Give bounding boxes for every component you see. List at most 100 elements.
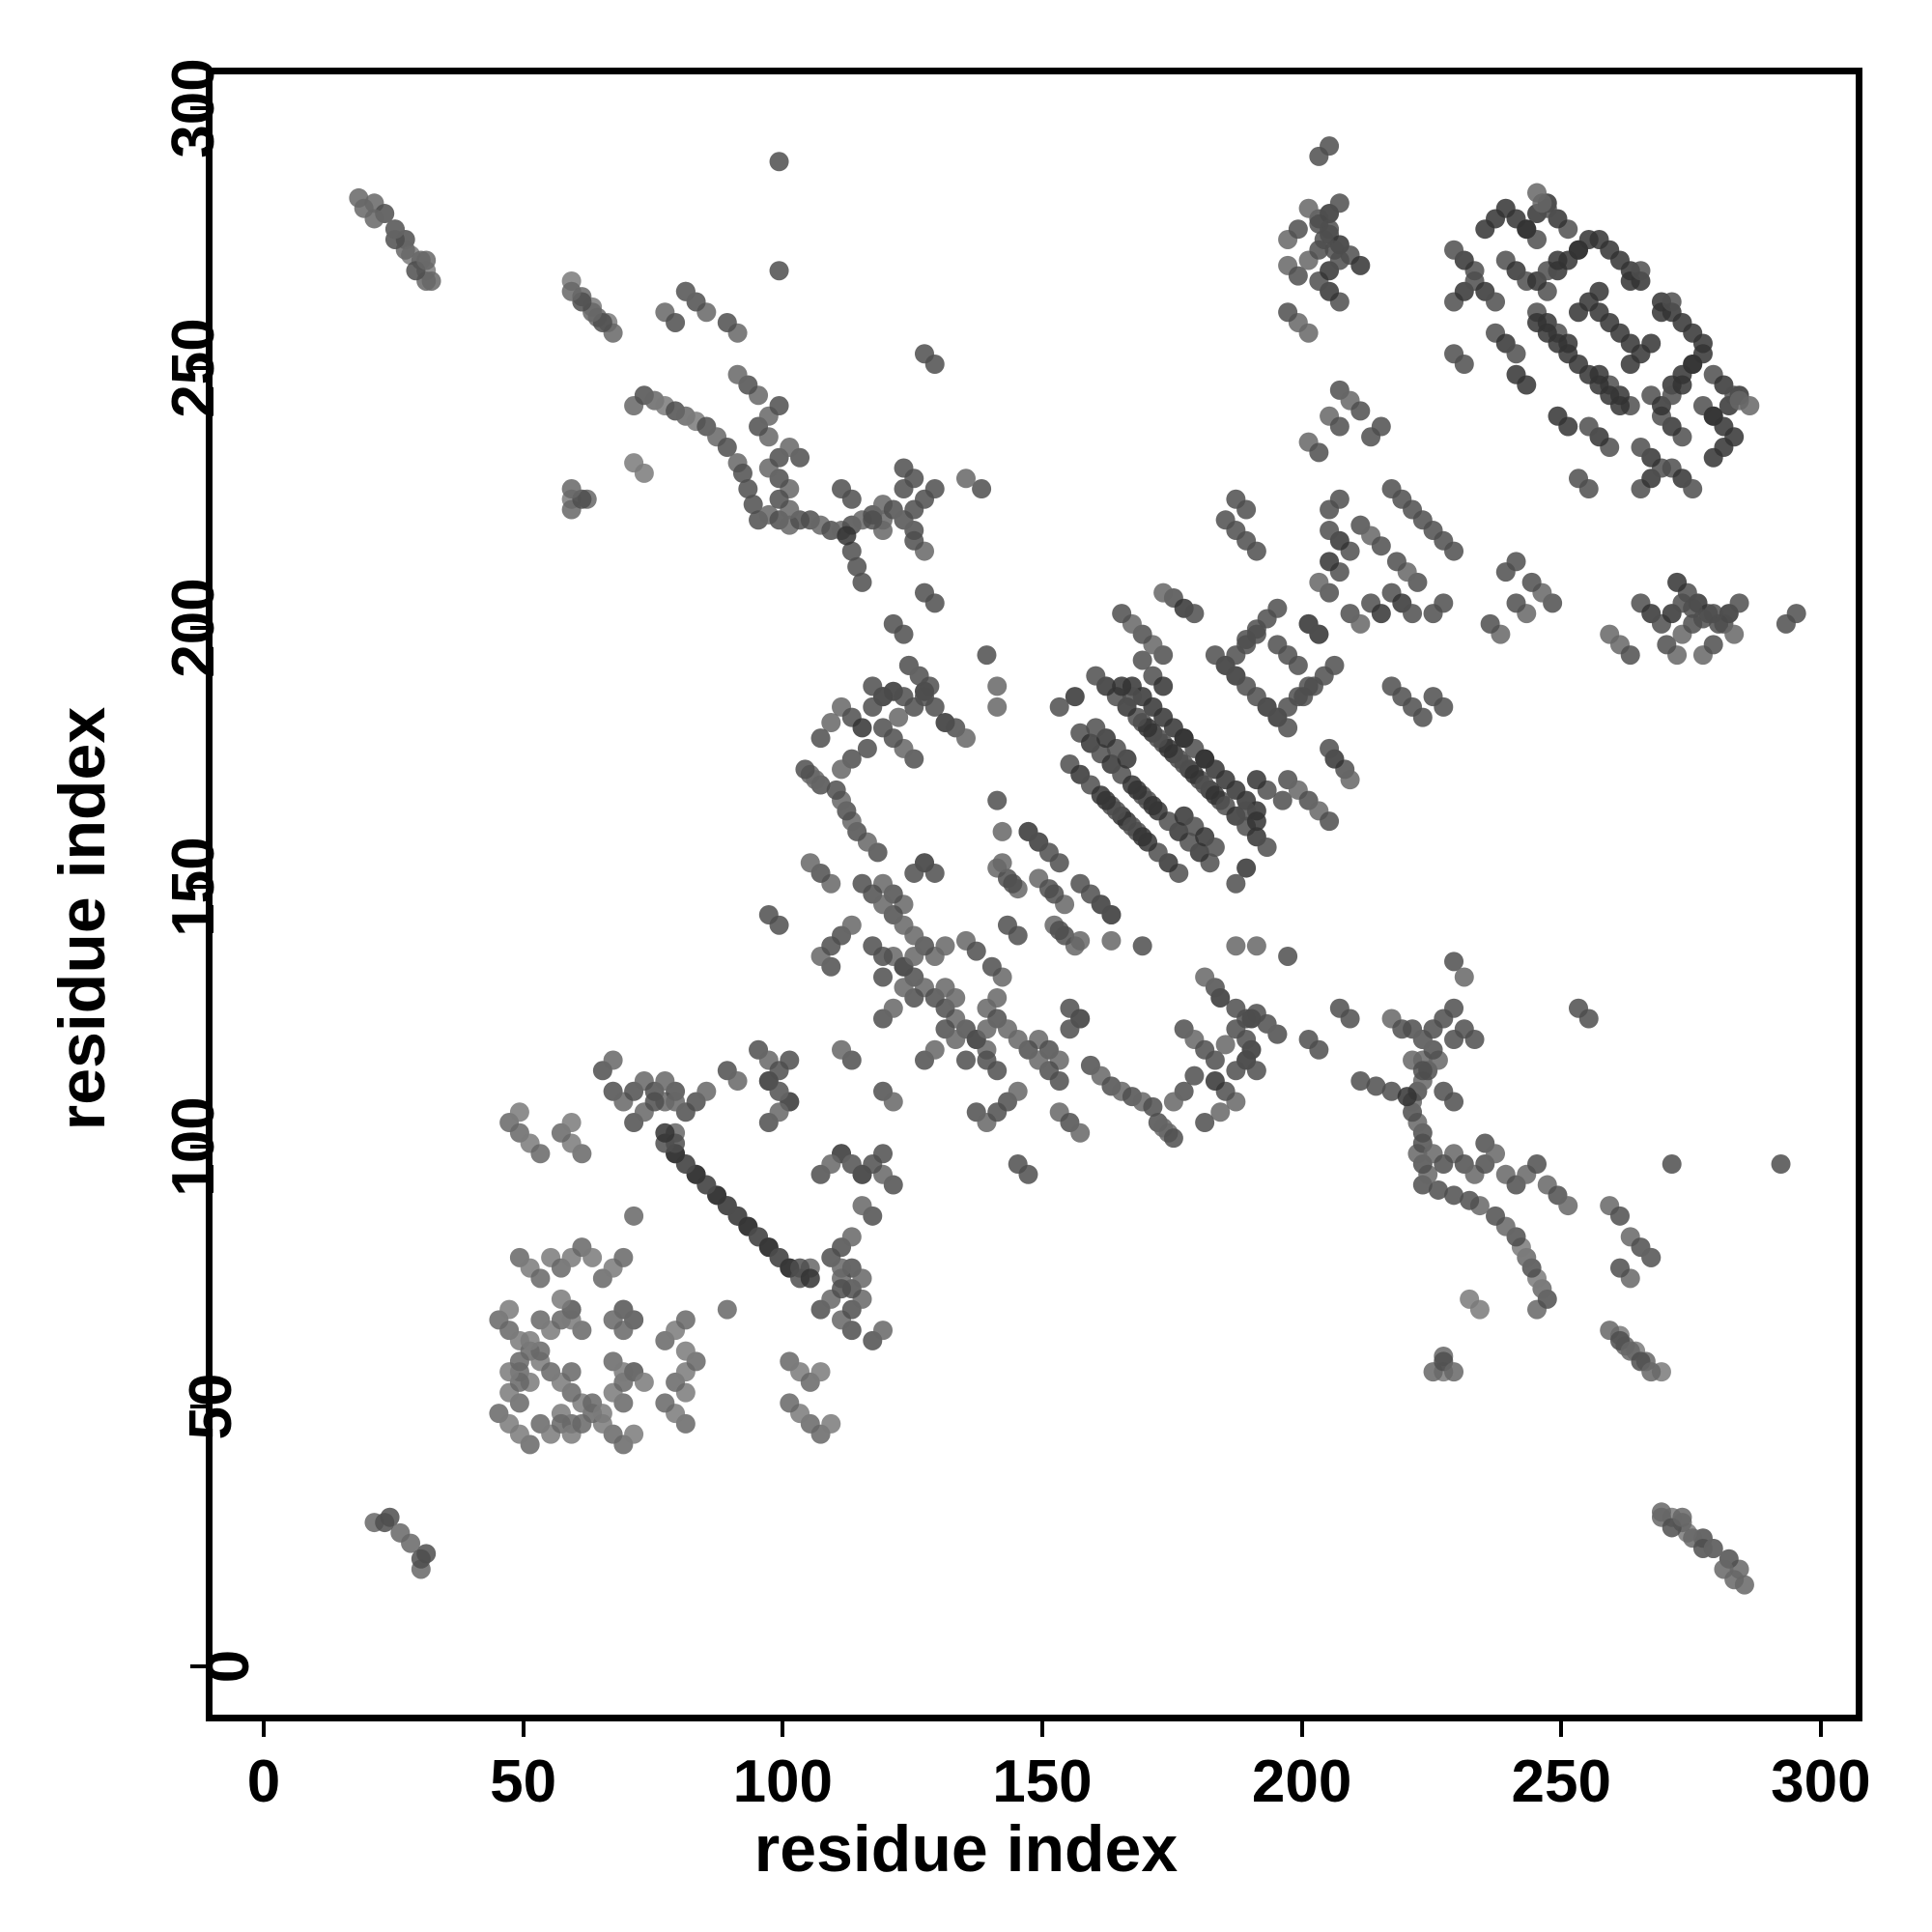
scatter-point — [1320, 521, 1340, 541]
scatter-point — [800, 1268, 820, 1289]
scatter-point — [841, 541, 862, 561]
scatter-svg — [349, 136, 1806, 1595]
scatter-point — [1460, 1289, 1480, 1309]
x-tick-label: 0 — [246, 1748, 281, 1815]
scatter-point — [955, 728, 976, 749]
scatter-point — [1195, 967, 1215, 987]
scatter-point — [987, 790, 1008, 810]
scatter-point — [1195, 1113, 1215, 1133]
scatter-point — [1246, 811, 1266, 832]
scatter-point — [1195, 749, 1215, 769]
scatter-point — [1246, 1061, 1266, 1081]
scatter-point — [732, 463, 753, 483]
scatter-point — [1521, 572, 1542, 592]
scatter-point — [675, 281, 696, 301]
scatter-point — [675, 1341, 696, 1361]
scatter-point — [1278, 302, 1298, 323]
scatter-point — [904, 530, 924, 551]
scatter-point — [810, 728, 831, 749]
scatter-point — [1683, 479, 1703, 499]
scatter-point — [1662, 1154, 1682, 1175]
scatter-point — [1506, 364, 1526, 384]
scatter-point — [509, 1351, 529, 1372]
scatter-point — [841, 489, 862, 509]
x-tick-label: 50 — [490, 1748, 557, 1815]
scatter-point — [832, 1279, 852, 1299]
scatter-point — [1350, 1071, 1371, 1092]
scatter-point — [992, 853, 1012, 873]
scatter-point — [1112, 676, 1132, 696]
scatter-point — [915, 582, 934, 603]
scatter-point — [852, 572, 872, 592]
scatter-point — [1086, 718, 1106, 738]
scatter-point — [1184, 604, 1205, 624]
scatter-point — [1703, 406, 1723, 426]
scatter-point — [1771, 1154, 1791, 1175]
scatter-point — [847, 556, 867, 577]
scatter-point — [624, 1206, 644, 1226]
scatter-point — [1044, 884, 1065, 904]
scatter-point — [561, 479, 582, 499]
scatter-point — [1578, 229, 1599, 249]
scatter-point — [1246, 770, 1266, 790]
scatter-point — [592, 1404, 612, 1424]
scatter-point — [873, 946, 894, 966]
scatter-point — [821, 1413, 841, 1434]
scatter-point — [1049, 1071, 1069, 1092]
scatter-point — [1667, 572, 1688, 592]
scatter-point — [1703, 1538, 1723, 1558]
x-tick — [1039, 1721, 1044, 1737]
scatter-point — [717, 438, 737, 458]
scatter-point — [924, 479, 945, 499]
scatter-point — [915, 344, 934, 364]
y-tick — [190, 1664, 206, 1668]
scatter-point — [411, 1548, 431, 1569]
y-tick — [190, 1405, 206, 1409]
scatter-point — [852, 1268, 872, 1289]
scatter-point — [1153, 582, 1174, 603]
scatter-point — [1070, 873, 1091, 894]
scatter-point — [889, 707, 909, 727]
scatter-point — [987, 676, 1008, 696]
scatter-point — [717, 1299, 737, 1320]
y-tick — [190, 1145, 206, 1150]
scatter-point — [1527, 312, 1548, 332]
scatter-point — [955, 469, 976, 489]
scatter-point — [1506, 344, 1526, 364]
scatter-point — [572, 1413, 592, 1434]
scatter-point — [894, 978, 914, 998]
scatter-point — [841, 915, 862, 935]
scatter-point — [992, 821, 1012, 841]
scatter-point — [603, 1050, 623, 1070]
scatter-point — [1657, 635, 1677, 655]
scatter-point — [390, 1522, 411, 1543]
scatter-point — [1049, 696, 1069, 717]
scatter-point — [1132, 650, 1152, 670]
scatter-point — [530, 1268, 551, 1289]
scatter-point — [551, 1289, 571, 1309]
scatter-point — [1589, 281, 1609, 301]
scatter-point — [1101, 930, 1122, 951]
scatter-point — [1320, 811, 1340, 832]
scatter-point — [1324, 655, 1345, 675]
scatter-point — [873, 895, 894, 915]
scatter-point — [1444, 240, 1464, 260]
scatter-point — [1309, 1039, 1329, 1060]
scatter-point — [1205, 838, 1225, 858]
scatter-point — [852, 873, 872, 894]
scatter-point — [655, 1393, 675, 1413]
scatter-point — [1070, 930, 1091, 951]
scatter-point — [655, 1122, 675, 1143]
scatter-point — [1692, 344, 1713, 364]
scatter-point — [1371, 536, 1391, 556]
scatter-point — [821, 713, 841, 733]
scatter-point — [634, 1372, 654, 1392]
y-tick — [190, 625, 206, 630]
scatter-point — [1288, 219, 1308, 240]
scatter-point — [924, 1039, 945, 1060]
scatter-point — [1003, 873, 1023, 894]
scatter-point — [1340, 770, 1360, 790]
scatter-point — [1086, 666, 1106, 686]
scatter-point — [1288, 655, 1308, 675]
scatter-point — [1267, 635, 1288, 655]
